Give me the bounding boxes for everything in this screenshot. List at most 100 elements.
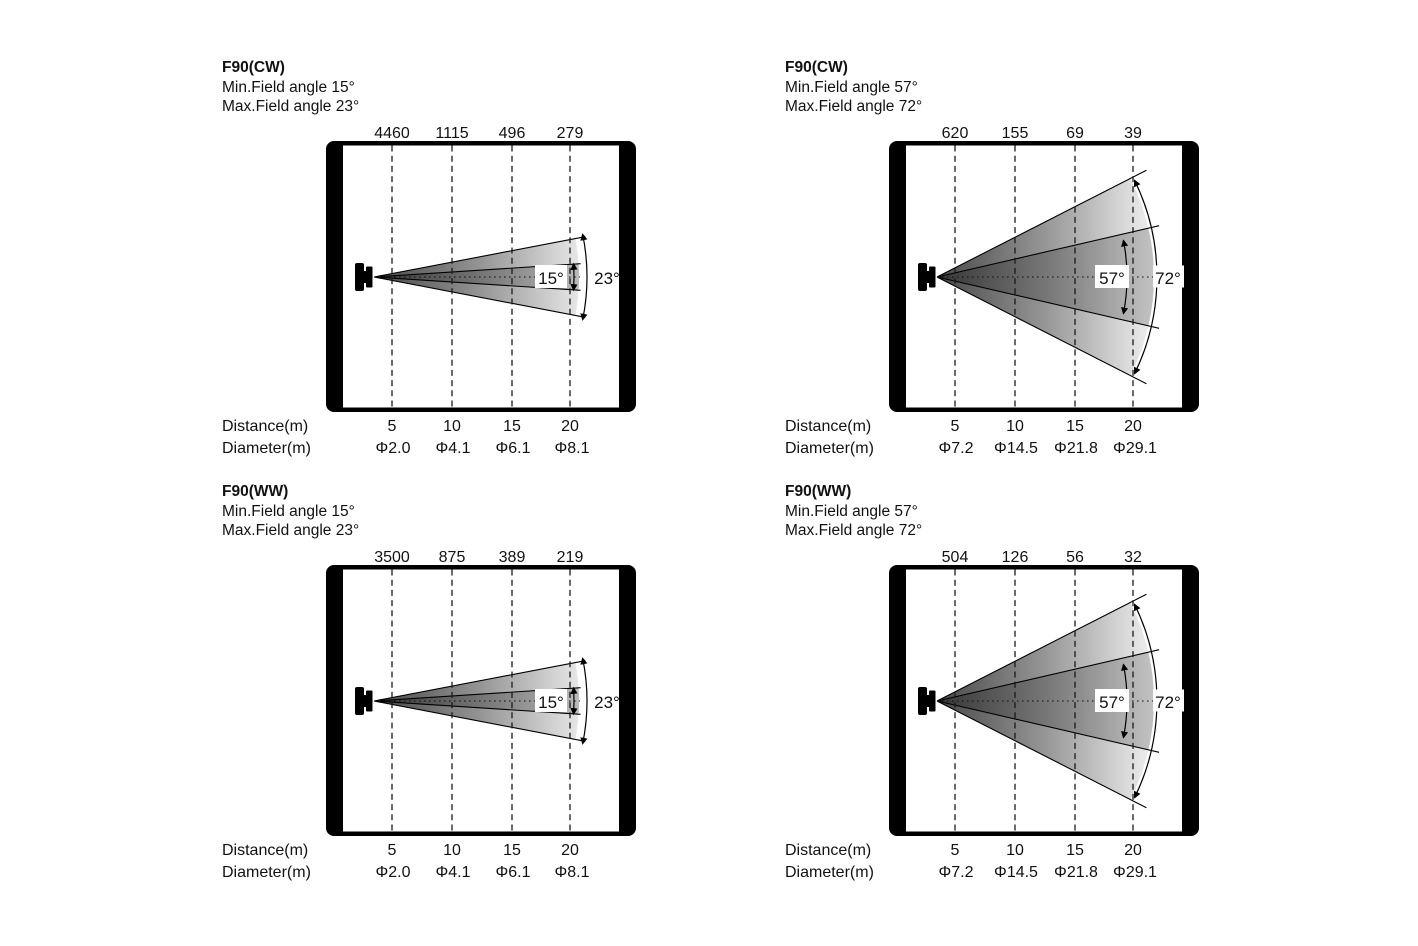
max-field-angle-label: Max.Field angle 72° [785,98,923,115]
distance-value: 20 [561,418,579,435]
distance-value: 5 [951,842,960,859]
distance-value: 10 [443,842,461,859]
diameter-value: Φ14.5 [994,864,1038,881]
diameter-value: Φ29.1 [1113,440,1157,457]
distance-value: 5 [388,418,397,435]
distance-value: 10 [1006,842,1024,859]
inner-angle-label-bg [535,689,567,712]
diameter-value: Φ4.1 [435,864,470,881]
outer-angle-label: 23° [594,693,620,712]
lux-value: 4460 [374,125,410,142]
lux-value: 504 [942,549,969,566]
distance-value: 10 [1006,418,1024,435]
beam-edge-lines [936,169,1160,385]
min-field-angle-label: Min.Field angle 15° [222,78,355,96]
diameter-value: Φ6.1 [495,864,530,881]
diameter-value: Φ7.2 [938,440,973,457]
distance-value: 15 [503,842,521,859]
beam-diagram: 3500 875 389 219 15° 23° Distance(m) 5 1… [222,549,636,881]
inner-angle-label: 57° [1099,269,1125,288]
max-field-angle-label: Max.Field angle 23° [222,98,360,115]
distance-value: 15 [1066,418,1084,435]
beam-chart-cw-narrow: F90(CW) Min.Field angle 15° Max.Field an… [218,58,648,458]
fixture-icon [918,687,936,715]
lux-value: 155 [1002,125,1029,142]
chart-title: F90(CW) [222,59,285,76]
chart-title: F90(WW) [785,483,852,500]
diameter-value: Φ2.0 [375,864,410,881]
max-field-angle-label: Max.Field angle 23° [222,522,360,539]
beam-diagram: 620 155 69 39 57° 72° Distance(m) 5 10 1… [785,125,1199,457]
beam-edge-lines [373,660,586,742]
diameter-row-label: Diameter(m) [222,864,311,881]
lux-value: 69 [1066,125,1084,142]
distance-value: 5 [951,418,960,435]
lux-value: 620 [942,125,969,142]
diameter-value: Φ8.1 [554,440,589,457]
distance-value: 20 [1124,418,1142,435]
beam-chart-cw-wide: F90(CW) Min.Field angle 57° Max.Field an… [781,58,1211,458]
chart-header: F90(WW) Min.Field angle 57° Max.Field an… [785,482,922,541]
chart-header: F90(CW) Min.Field angle 15° Max.Field an… [222,58,359,117]
distance-value: 10 [443,418,461,435]
inner-angle-label-bg [535,265,567,288]
inner-angle-label: 57° [1099,693,1125,712]
outer-angle-arc [580,657,588,745]
diameter-row-label: Diameter(m) [785,440,874,457]
lux-value: 56 [1066,549,1084,566]
min-field-angle-label: Min.Field angle 15° [222,502,355,520]
distance-row-label: Distance(m) [222,842,308,859]
inner-angle-label-bg [1095,265,1129,288]
diameter-value: Φ8.1 [554,864,589,881]
outer-angle-label-bg [1153,265,1184,288]
diameter-value: Φ29.1 [1113,864,1157,881]
fixture-icon [918,263,936,291]
beam-inner-cone [937,652,1154,750]
chart-header: F90(WW) Min.Field angle 15° Max.Field an… [222,482,359,541]
beam-diagram: 4460 1115 496 279 15° 23° Distance(m) 5 … [222,125,636,457]
diameter-value: Φ6.1 [495,440,530,457]
outer-angle-label: 72° [1155,269,1181,288]
diameter-value: Φ7.2 [938,864,973,881]
beam-chart-ww-narrow: F90(WW) Min.Field angle 15° Max.Field an… [218,482,648,882]
min-field-angle-label: Min.Field angle 57° [785,502,918,520]
distance-value: 20 [1124,842,1142,859]
beam-diagram: 504 126 56 32 57° 72° Distance(m) 5 10 1… [785,549,1199,881]
distance-row-label: Distance(m) [222,418,308,435]
lux-value: 389 [499,549,526,566]
fixture-icon [355,263,373,291]
distance-value: 15 [1066,842,1084,859]
outer-angle-label: 72° [1155,693,1181,712]
distance-value: 20 [561,842,579,859]
distance-row-label: Distance(m) [785,418,871,435]
diameter-value: Φ21.8 [1054,440,1098,457]
diameter-value: Φ2.0 [375,440,410,457]
lux-value: 219 [557,549,584,566]
inner-angle-label-bg [1095,689,1129,712]
lux-value: 279 [557,125,584,142]
lux-value: 39 [1124,125,1142,142]
diameter-row-label: Diameter(m) [222,440,311,457]
lux-value: 126 [1002,549,1029,566]
distance-value: 15 [503,418,521,435]
diameter-value: Φ14.5 [994,440,1038,457]
diameter-row-label: Diameter(m) [785,864,874,881]
inner-angle-label: 15° [538,269,564,288]
inner-angle-label: 15° [538,693,564,712]
beam-inner-cone [374,687,580,715]
lux-value: 32 [1124,549,1142,566]
lux-value: 3500 [374,549,410,566]
beam-inner-cone [937,228,1154,326]
beam-edge-lines [936,593,1160,809]
outer-angle-arc [580,233,588,321]
beam-inner-cone [374,263,580,291]
min-field-angle-label: Min.Field angle 57° [785,78,918,96]
diameter-value: Φ4.1 [435,440,470,457]
beam-edge-lines [373,236,586,318]
outer-angle-label: 23° [594,269,620,288]
beam-chart-ww-wide: F90(WW) Min.Field angle 57° Max.Field an… [781,482,1211,882]
chart-title: F90(CW) [785,59,848,76]
chart-title: F90(WW) [222,483,289,500]
lux-value: 1115 [435,125,468,142]
fixture-icon [355,687,373,715]
